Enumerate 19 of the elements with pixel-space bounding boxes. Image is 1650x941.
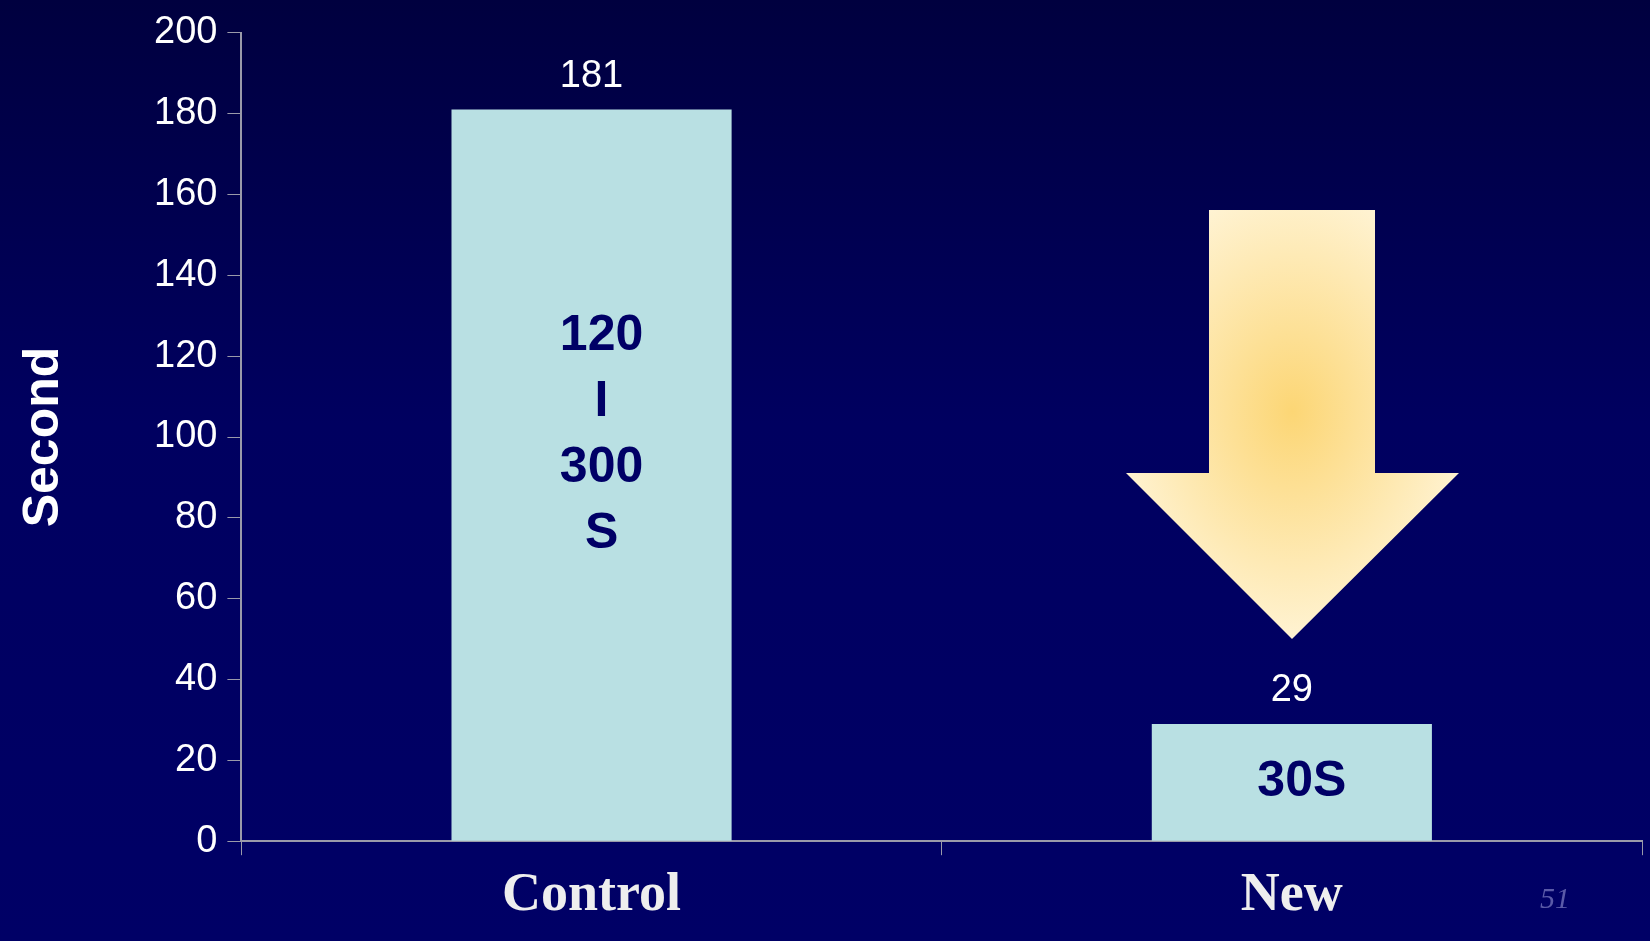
y-tick-label: 140 [154,251,218,294]
y-axis-title: Second [12,346,69,528]
y-tick-label: 120 [154,332,218,375]
x-tick-label: New [1240,861,1343,922]
y-tick-label: 80 [175,494,218,537]
text: 51 [1540,880,1570,914]
y-tick-label: 200 [154,9,218,52]
y-tick-label: 160 [154,170,218,213]
annotation: 120 I 300 S [559,304,644,559]
y-tick-label: 20 [175,736,218,779]
y-tick-label: 100 [154,413,218,456]
data-label: 29 [1270,667,1313,710]
annotation: 30S [1257,751,1347,808]
y-tick-label: 40 [175,656,218,698]
y-tick-label: 180 [154,90,218,133]
data-label: 181 [559,53,624,96]
y-tick-label: 60 [175,575,218,618]
x-tick-label: Control [502,861,682,922]
y-tick-label: 0 [196,817,218,860]
